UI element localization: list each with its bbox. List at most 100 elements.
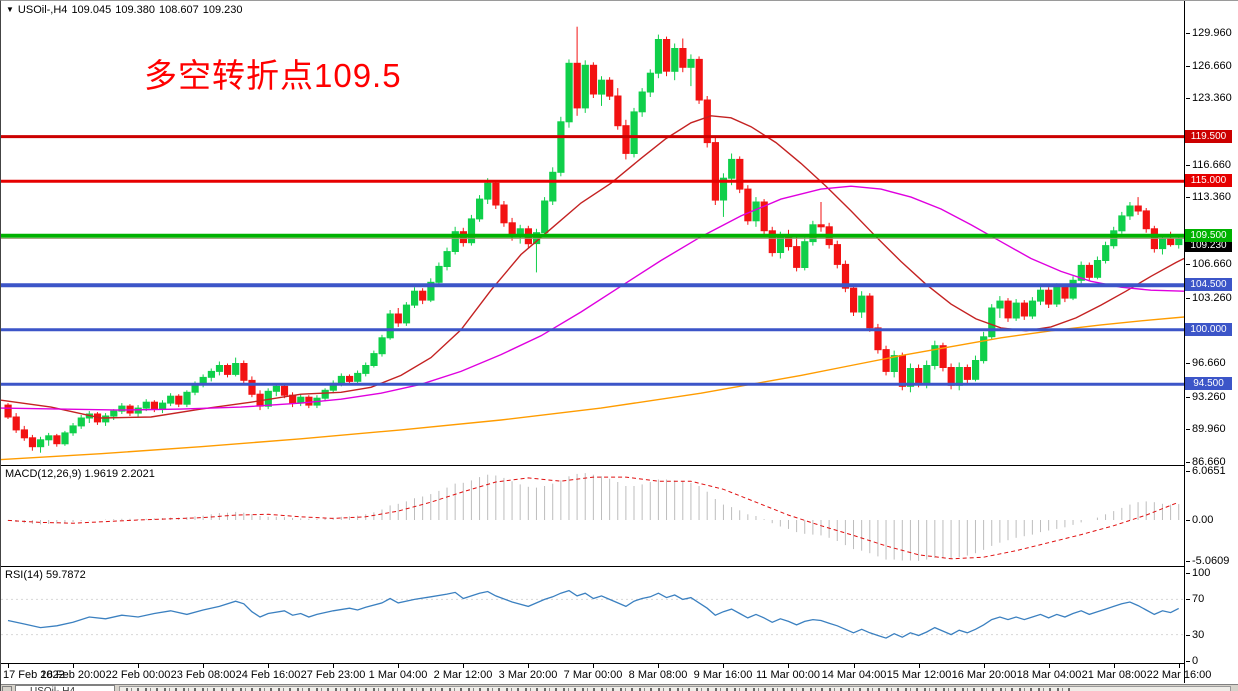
date-tick-mark	[788, 664, 789, 668]
macd-histogram	[7, 473, 1180, 561]
price-tick-label: 93.260	[1186, 391, 1226, 403]
candle-up	[451, 226, 459, 255]
candle-up	[565, 59, 573, 128]
candle-up	[183, 390, 191, 408]
candle-down	[20, 425, 28, 441]
date-tick-label: 27 Feb 23:00	[300, 669, 366, 681]
candle-up	[370, 350, 378, 368]
candle-up	[467, 214, 476, 246]
price-level-badge: 119.500	[1185, 130, 1232, 143]
candle-down	[614, 88, 622, 130]
candle-up	[297, 394, 305, 407]
chart-tab-strip[interactable]	[119, 686, 1231, 691]
candle-down	[175, 394, 183, 408]
candle-down	[1150, 225, 1159, 253]
panel-separator	[1, 566, 1238, 567]
candle-up	[1037, 286, 1045, 306]
ohlc-low: 108.607	[158, 4, 199, 16]
macd-panel	[7, 473, 1180, 561]
macd-tick-label: 6.0651	[1186, 465, 1226, 477]
candle-down	[963, 364, 971, 384]
candle-down	[28, 434, 37, 451]
symbol-dropdown-icon[interactable]: ▼	[6, 5, 14, 14]
tab-scroll-button[interactable]	[2, 686, 12, 691]
candle-up	[362, 362, 370, 377]
date-tick-mark	[138, 664, 139, 668]
price-level-badge: 109.500	[1185, 229, 1232, 242]
bottom-tab-bar: USOil-,H4	[1, 684, 1238, 691]
rsi-tick-label: 0	[1185, 655, 1199, 667]
date-tick-label: 3 Mar 20:00	[498, 669, 558, 681]
date-tick-mark	[333, 664, 334, 668]
candle-down	[224, 363, 232, 378]
date-tick-label: 14 Mar 04:00	[821, 669, 887, 681]
date-tick-label: 1 Mar 04:00	[368, 669, 428, 681]
candle-down	[248, 376, 256, 398]
candle-up	[118, 403, 126, 414]
candle-up	[386, 310, 394, 340]
candle-down	[703, 96, 711, 148]
date-tick-label: 23 Feb 08:00	[170, 669, 236, 681]
candle-down	[866, 293, 874, 332]
price-tick-label: 123.360	[1186, 92, 1232, 104]
candle-down	[1004, 298, 1012, 322]
candle-down	[492, 180, 500, 209]
ohlc-open: 109.045	[71, 4, 112, 16]
clipped-tab-labels	[126, 688, 1076, 691]
panel-separator	[1, 465, 1238, 466]
candle-down	[663, 36, 671, 77]
candle-down	[53, 433, 61, 447]
price-tick-label: 103.260	[1186, 292, 1232, 304]
candle-down	[833, 240, 841, 269]
date-tick-mark	[658, 664, 659, 668]
candle-up	[232, 357, 240, 377]
candle-up	[671, 43, 679, 81]
candle-up	[207, 368, 216, 382]
ma-slow-line	[1, 316, 1184, 461]
price-tick-label: 113.360	[1186, 191, 1231, 203]
rsi-label: RSI(14) 59.7872	[5, 569, 86, 581]
candle-up	[159, 400, 167, 414]
candle-down	[419, 288, 427, 305]
candle-down	[606, 77, 614, 100]
chart-tab-usoil[interactable]: USOil-,H4	[15, 685, 115, 691]
date-tick-label: 18 Feb 20:00	[40, 669, 106, 681]
candle-down	[1085, 262, 1094, 282]
candle-up	[638, 88, 646, 117]
price-axis-border	[1184, 1, 1185, 683]
candle-up	[801, 237, 809, 271]
candle-down	[882, 345, 890, 376]
price-level-badge: 94.500	[1185, 377, 1232, 390]
rsi-panel	[1, 589, 1184, 639]
candle-up	[378, 334, 386, 357]
candle-down	[711, 136, 719, 205]
candle-down	[1045, 287, 1053, 308]
candle-up	[1028, 297, 1037, 319]
candle-up	[1069, 276, 1077, 301]
rsi-line	[7, 589, 1179, 639]
candle-up	[809, 220, 817, 246]
candle-down	[622, 119, 630, 160]
candle-up	[402, 302, 411, 326]
candle-up	[996, 296, 1004, 318]
date-tick-mark	[8, 664, 9, 668]
price-axis: 129.960 126.660 123.360 116.660 113.360 106.6…	[1185, 1, 1238, 683]
candle-up	[980, 331, 988, 364]
date-tick-label: 9 Mar 16:00	[693, 669, 753, 681]
candle-up	[646, 69, 654, 97]
candle-down	[679, 38, 687, 73]
price-level-badge: 104.500	[1185, 278, 1232, 291]
candle-up	[61, 430, 69, 446]
candle-up	[411, 287, 419, 308]
candle-up	[476, 195, 484, 222]
date-tick-mark	[919, 664, 920, 668]
candle-up	[435, 262, 443, 286]
candle-up	[557, 116, 565, 177]
candle-down	[744, 185, 752, 225]
candle-up	[906, 363, 915, 393]
candle-up	[37, 436, 45, 453]
candle-up	[167, 393, 175, 407]
date-tick-label: 17 Feb 2022	[3, 669, 65, 681]
candle-down	[4, 403, 12, 419]
candle-down	[240, 360, 248, 384]
